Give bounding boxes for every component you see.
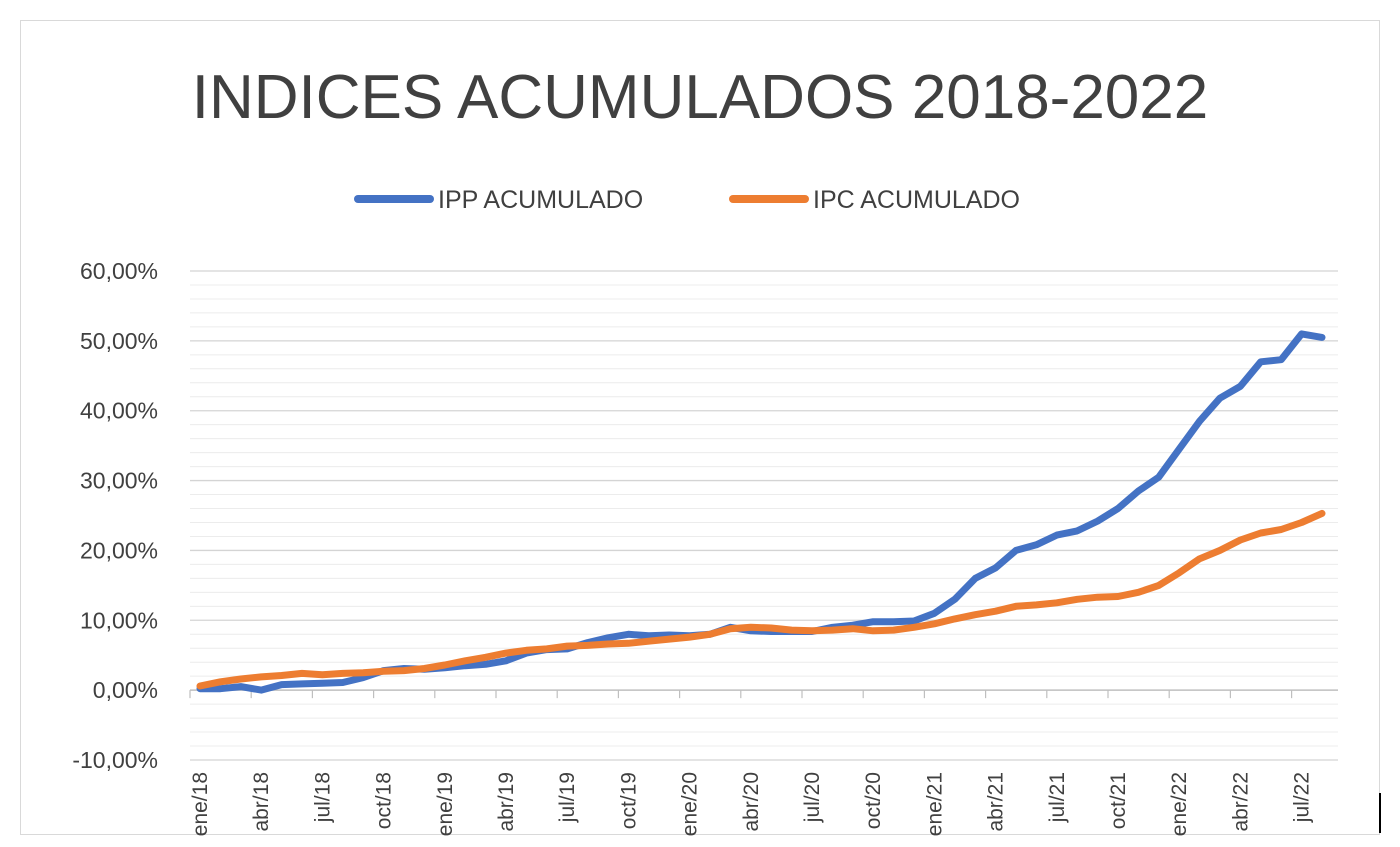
x-tick-label: jul/21 (1046, 772, 1069, 823)
series-line-ipp-acumulado (196, 330, 1326, 694)
x-tick-label: ene/18 (189, 772, 212, 836)
y-tick-label: 10,00% (80, 607, 158, 633)
y-tick-label: 20,00% (80, 537, 158, 563)
y-tick-label: 30,00% (80, 468, 158, 494)
legend-label-ipc: IPC ACUMULADO (813, 186, 1020, 214)
x-tick-label: ene/20 (679, 772, 702, 836)
x-tick-label: oct/18 (373, 772, 396, 829)
y-tick-label: 40,00% (80, 398, 158, 424)
x-tick-label: abr/21 (985, 772, 1008, 832)
x-tick-label: ene/19 (434, 772, 457, 836)
x-tick-label: abr/20 (740, 772, 763, 832)
legend-item-ipc: IPC ACUMULADO (729, 186, 1020, 214)
chart-title: INDICES ACUMULADOS 2018-2022 (192, 63, 1209, 132)
x-tick-label: abr/18 (250, 772, 273, 832)
x-tick-label: abr/22 (1229, 772, 1252, 832)
x-axis: ene/18 abr/18 jul/18 oct/18 ene/19 abr/19 jul/… (189, 689, 1338, 836)
minor-gridlines (190, 284, 1338, 747)
y-tick-label: 0,00% (93, 677, 158, 703)
x-tick-label: jul/19 (556, 772, 579, 823)
series-line-ipc-acumulado (196, 509, 1326, 690)
x-tick-label: oct/19 (617, 772, 640, 829)
x-tick-label: jul/22 (1291, 772, 1314, 823)
x-tick-label: jul/18 (311, 772, 334, 823)
x-tick-label: oct/20 (862, 772, 885, 829)
chart-frame (20, 20, 1380, 835)
legend-item-ipp: IPP ACUMULADO (354, 186, 643, 214)
y-axis-ticks: 60,00% 50,00% 40,00% 30,00% 20,00% 10,00% 0,00… (72, 258, 158, 773)
y-tick-label: 60,00% (80, 258, 158, 284)
x-tick-label: oct/21 (1107, 772, 1130, 829)
edge-mark (1379, 793, 1381, 833)
x-tick-label: jul/20 (801, 772, 824, 823)
series-layer (196, 330, 1326, 694)
y-tick-label: 50,00% (80, 328, 158, 354)
y-tick-label: -10,00% (72, 747, 158, 773)
major-gridlines (190, 270, 1338, 761)
x-tick-label: ene/22 (1168, 772, 1191, 836)
x-tick-label: ene/21 (923, 772, 946, 836)
legend-label-ipp: IPP ACUMULADO (438, 186, 643, 214)
x-tick-label: abr/19 (495, 772, 518, 832)
legend: IPP ACUMULADO IPC ACUMULADO (354, 186, 1020, 214)
